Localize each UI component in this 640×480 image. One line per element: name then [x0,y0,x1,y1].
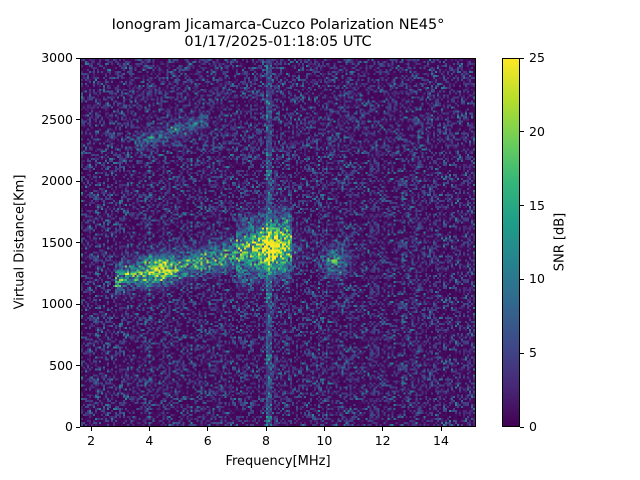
colorbar-tick-mark [520,426,524,428]
chart-title: Ionogram Jicamarca-Cuzco Polarization NE… [0,17,556,51]
y-tick-label: 1000 [41,296,73,311]
x-tick-mark [207,427,209,431]
y-tick-label: 1500 [41,234,73,250]
colorbar-tick-label: 5 [529,345,537,361]
y-tick-label: 2500 [41,111,73,127]
colorbar-tick-mark [520,352,524,354]
x-tick-label: 12 [374,433,391,448]
colorbar-tick-mark [520,205,524,207]
y-tick-mark [76,180,80,182]
x-tick-mark [440,427,442,431]
colorbar-label: SNR [dB] [552,212,568,272]
colorbar-tick-label: 10 [529,271,545,287]
x-tick-mark [323,427,325,431]
x-tick-mark [265,427,267,431]
y-tick-mark [76,426,80,428]
x-axis-label: Frequency[MHz] [225,454,331,469]
ionogram-plot-area [80,58,476,427]
y-axis-label: Virtual Distance[Km] [12,174,28,310]
colorbar-tick-label: 15 [529,197,545,213]
colorbar-tick-label: 25 [529,50,545,65]
ionogram-heatmap [81,59,475,426]
y-tick-label: 2000 [41,173,73,188]
y-tick-mark [76,242,80,243]
colorbar-tick-mark [520,278,524,280]
y-tick-label: 500 [49,357,73,373]
x-tick-label: 6 [203,433,212,448]
chart-subtitle: 01/17/2025-01:18:05 UTC [184,34,372,50]
x-tick-label: 10 [316,433,333,448]
colorbar-tick-label: 0 [529,419,537,434]
x-tick-mark [382,427,384,431]
colorbar-tick-label: 20 [529,123,545,139]
colorbar [502,58,520,427]
x-tick-label: 8 [262,433,270,448]
x-tick-mark [148,427,150,431]
x-tick-label: 14 [433,433,449,448]
y-tick-mark [76,57,80,59]
x-tick-mark [90,427,92,431]
y-tick-label: 0 [65,419,73,434]
y-tick-mark [76,303,80,305]
x-tick-label: 2 [87,433,96,448]
colorbar-tick-mark [520,131,524,133]
chart-title-main: Ionogram Jicamarca-Cuzco Polarization NE… [111,17,445,33]
x-tick-label: 4 [145,433,154,448]
y-tick-mark [76,365,80,366]
y-tick-label: 3000 [41,50,73,65]
colorbar-tick-mark [520,57,524,59]
y-tick-mark [76,119,80,120]
